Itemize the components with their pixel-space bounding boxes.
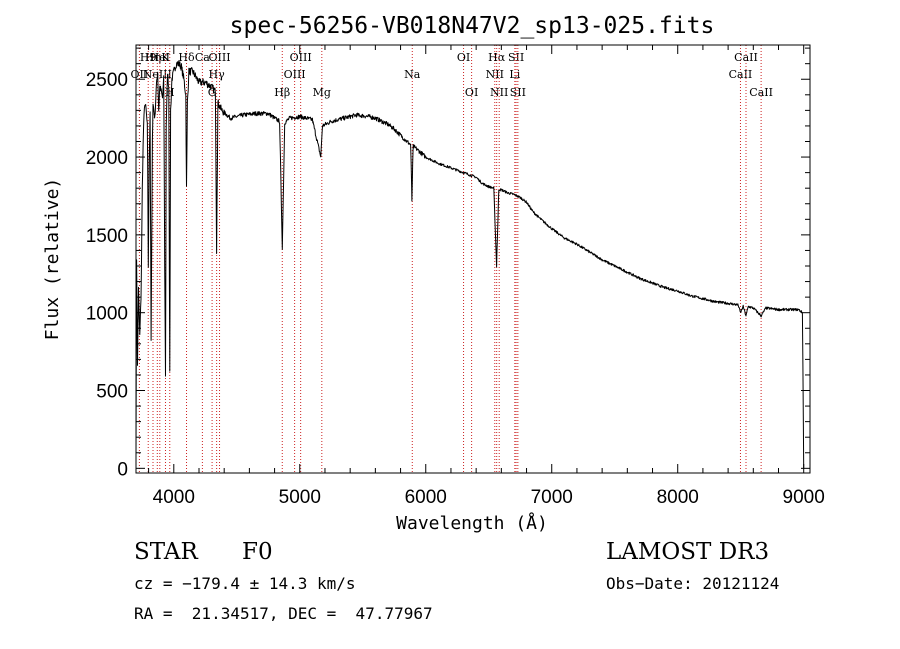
line-label-25: CaII: [729, 68, 753, 81]
y-tick-label: 1000: [86, 304, 128, 325]
x-tick-label: 8000: [657, 487, 699, 508]
line-label-11: OIII: [208, 51, 230, 64]
line-label-0: OII: [131, 68, 149, 81]
line-label-1: H9: [140, 51, 157, 64]
line-label-9: G: [208, 86, 217, 99]
flux-line: [135, 60, 805, 469]
y-axis-label: Flux (relative): [42, 178, 63, 341]
x-tick-label: 6000: [405, 487, 447, 508]
line-label-13: OIII: [284, 68, 306, 81]
y-tick-label: 1500: [86, 226, 128, 247]
line-label-7: Hδ: [178, 51, 195, 64]
object-subclass: F0: [242, 539, 273, 565]
line-label-4: HeI: [150, 51, 170, 64]
line-label-22: Li: [509, 68, 520, 81]
x-tick-label: 4000: [153, 487, 195, 508]
observation-date: Obs−Date: 20121124: [606, 574, 780, 593]
line-label-20: Hα: [488, 51, 506, 64]
line-label-19: NII: [486, 68, 504, 81]
line-label-15: Mg: [313, 86, 331, 99]
line-label-5: K: [161, 51, 170, 64]
coordinates: RA = 21.34517, DEC = 47.77967: [134, 604, 433, 623]
line-label-24: SII: [510, 86, 526, 99]
line-label-27: CaII: [749, 86, 773, 99]
line-label-23: SII: [508, 51, 524, 64]
y-tick-label: 2000: [86, 148, 128, 169]
y-axis: 0 500 1000 1500 2000 2500: [86, 47, 810, 480]
survey-name: LAMOST DR3: [606, 539, 770, 565]
x-tick-label: 7000: [531, 487, 573, 508]
line-label-17: OI: [457, 51, 470, 64]
line-label-14: OIII: [290, 51, 312, 64]
plot-frame: [135, 44, 811, 474]
x-tick-label: 5000: [279, 487, 321, 508]
line-label-8: Ca: [195, 51, 210, 64]
line-label-6: H: [165, 86, 175, 99]
line-label-26: CaII: [734, 51, 758, 64]
y-tick-label: 2500: [86, 70, 128, 91]
line-label-18: OI: [465, 86, 478, 99]
redshift-velocity: cz = −179.4 ± 14.3 km/s: [134, 574, 356, 593]
x-axis: 4000 5000 6000 7000 8000 9000: [148, 45, 825, 508]
line-label-12: Hβ: [274, 86, 290, 99]
x-axis-label: Wavelength (Å): [396, 512, 548, 534]
x-tick-label: 9000: [783, 487, 825, 508]
line-label-10: Hγ: [209, 68, 226, 81]
chart-title: spec-56256-VB018N47V2_sp13-025.fits: [230, 13, 715, 39]
object-class: STAR: [134, 539, 198, 565]
line-label-16: Na: [404, 68, 421, 81]
flux-series: [135, 60, 805, 469]
y-tick-label: 0: [117, 459, 128, 480]
y-tick-label: 500: [96, 382, 128, 403]
line-label-21: NII: [490, 86, 508, 99]
